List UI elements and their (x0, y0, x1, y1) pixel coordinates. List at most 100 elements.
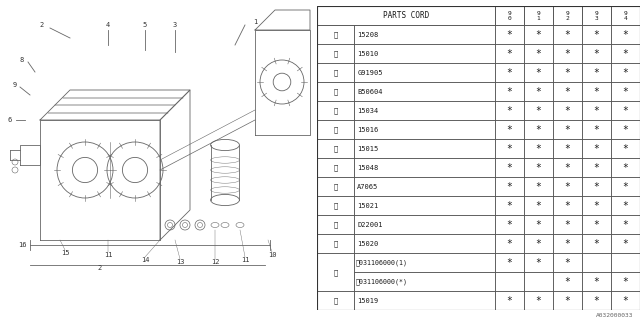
Text: 15021: 15021 (357, 203, 378, 209)
Bar (611, 272, 640, 292)
Text: 15020: 15020 (357, 241, 378, 247)
Text: *: * (506, 258, 512, 268)
Bar (354, 234, 495, 253)
Bar (495, 196, 524, 215)
Text: *: * (623, 296, 628, 306)
Text: 9
2: 9 2 (565, 11, 569, 20)
Text: *: * (535, 68, 541, 78)
Bar (495, 234, 524, 253)
Bar (582, 101, 611, 120)
Text: 6: 6 (8, 117, 12, 123)
Bar (524, 25, 553, 44)
Bar (582, 292, 611, 310)
Bar (553, 177, 582, 196)
Text: *: * (564, 296, 570, 306)
Bar (524, 6, 553, 25)
Bar (553, 272, 582, 292)
Text: *: * (564, 106, 570, 116)
Bar (495, 6, 524, 25)
Text: 2: 2 (98, 265, 102, 271)
Bar (317, 82, 354, 101)
Bar (524, 292, 553, 310)
Bar (354, 292, 495, 310)
Bar (495, 82, 524, 101)
Text: 12: 12 (211, 259, 220, 265)
Bar (495, 44, 524, 63)
Bar (354, 253, 495, 272)
Text: *: * (564, 125, 570, 135)
Bar (317, 101, 354, 120)
Bar (354, 140, 495, 158)
Bar (495, 272, 524, 292)
Text: ①: ① (333, 32, 337, 38)
Text: 5: 5 (143, 22, 147, 28)
Bar (317, 292, 354, 310)
Text: 14: 14 (141, 257, 149, 263)
Bar (354, 101, 495, 120)
Text: *: * (593, 277, 599, 287)
Bar (553, 196, 582, 215)
Text: *: * (593, 30, 599, 40)
Bar (317, 253, 354, 292)
Bar (582, 120, 611, 140)
Bar (553, 63, 582, 82)
Text: *: * (535, 201, 541, 211)
Bar (553, 82, 582, 101)
Text: *: * (564, 68, 570, 78)
Bar (317, 120, 354, 140)
Bar (354, 215, 495, 234)
Bar (553, 6, 582, 25)
Text: *: * (535, 163, 541, 173)
Bar (524, 120, 553, 140)
Bar (611, 6, 640, 25)
Text: ⑨: ⑨ (333, 184, 337, 190)
Bar (524, 234, 553, 253)
Bar (582, 82, 611, 101)
Text: ⑦: ⑦ (333, 146, 337, 152)
Bar (582, 44, 611, 63)
Bar (495, 292, 524, 310)
Text: ⑩: ⑩ (333, 203, 337, 209)
Text: 9: 9 (13, 82, 17, 88)
Bar (317, 215, 354, 234)
Bar (495, 215, 524, 234)
Text: *: * (535, 87, 541, 97)
Text: 3: 3 (173, 22, 177, 28)
Text: *: * (593, 239, 599, 249)
Bar (354, 120, 495, 140)
Bar (495, 120, 524, 140)
Text: *: * (564, 220, 570, 230)
Text: *: * (506, 182, 512, 192)
Bar (524, 272, 553, 292)
Text: *: * (564, 201, 570, 211)
Bar (611, 101, 640, 120)
Text: Ⓦ031106000(1): Ⓦ031106000(1) (356, 260, 408, 266)
Bar (611, 44, 640, 63)
Bar (582, 158, 611, 177)
Bar (553, 101, 582, 120)
Text: *: * (623, 30, 628, 40)
Bar (582, 177, 611, 196)
Text: *: * (564, 258, 570, 268)
Text: *: * (623, 163, 628, 173)
Text: ②: ② (333, 51, 337, 57)
Text: *: * (506, 296, 512, 306)
Text: *: * (623, 239, 628, 249)
Bar (354, 44, 495, 63)
Text: *: * (623, 144, 628, 154)
Bar (495, 158, 524, 177)
Text: *: * (535, 125, 541, 135)
Text: *: * (593, 201, 599, 211)
Text: *: * (506, 201, 512, 211)
Bar (317, 177, 354, 196)
Bar (553, 25, 582, 44)
Bar (495, 63, 524, 82)
Text: *: * (506, 87, 512, 97)
Text: D22001: D22001 (357, 222, 383, 228)
Text: A032000033: A032000033 (596, 313, 634, 318)
Text: *: * (506, 220, 512, 230)
Text: *: * (564, 277, 570, 287)
Text: 9
0: 9 0 (508, 11, 511, 20)
Bar (611, 25, 640, 44)
Text: *: * (535, 258, 541, 268)
